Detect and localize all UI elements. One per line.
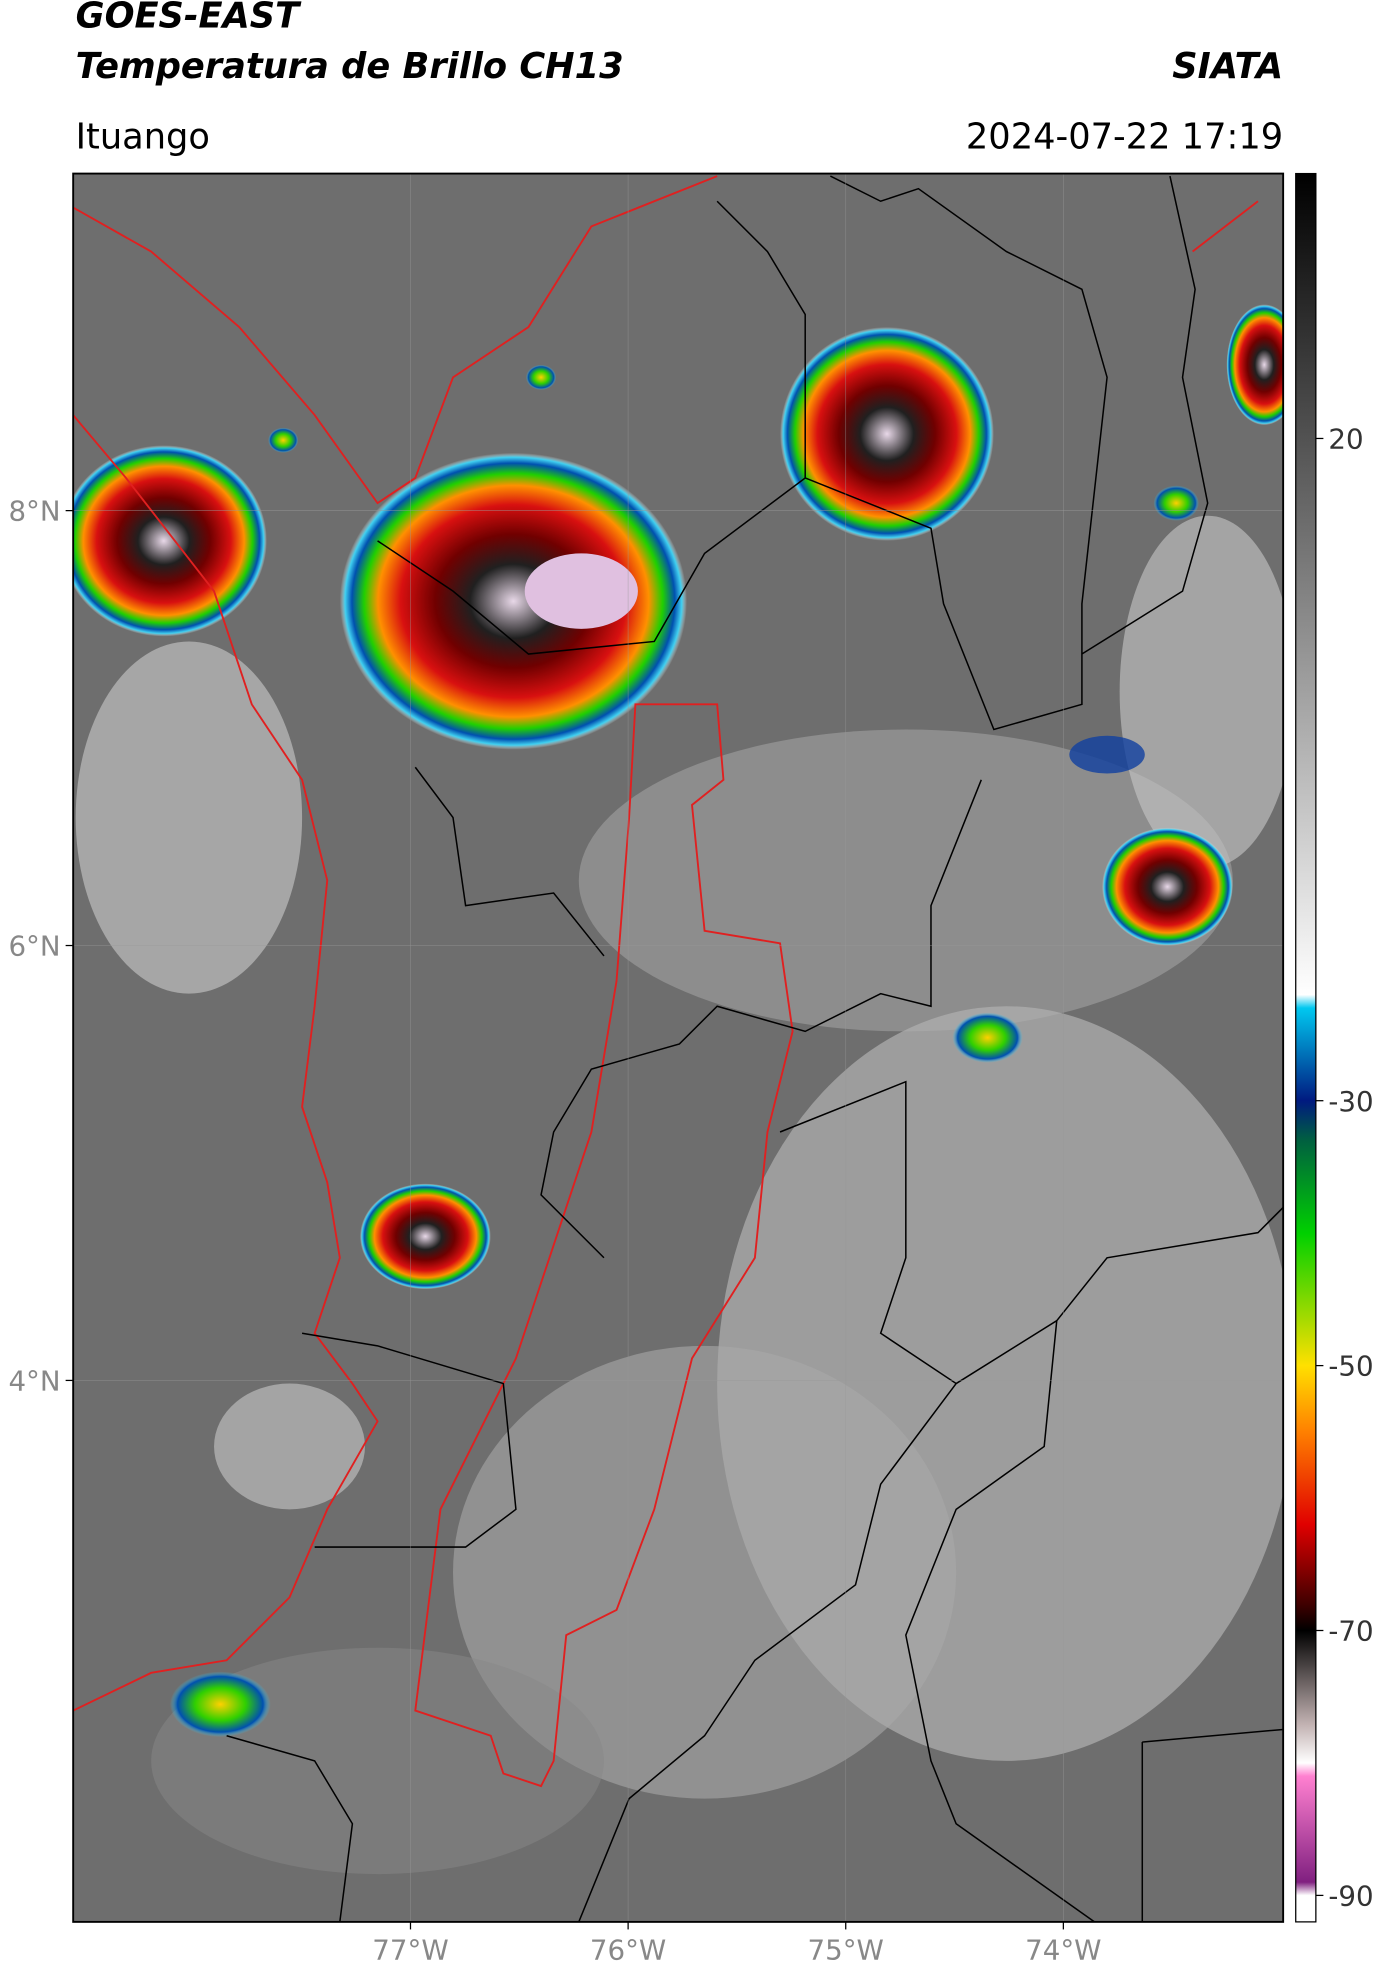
storm-core: [524, 553, 638, 629]
cloud: [75, 641, 303, 994]
colorbar-tick-label: -90: [1328, 1879, 1373, 1912]
admin-border: [226, 175, 1284, 1922]
y-tick-label: 6°N: [8, 930, 60, 963]
y-tick-label: 8°N: [8, 495, 60, 528]
axes: 77°W 76°W 75°W 74°W 8°N 6°N 4°N 20 -30 -50 -70 -90: [8, 173, 1374, 1967]
storm-cell: [268, 427, 299, 453]
storm-cell: [780, 327, 994, 541]
cloud: [578, 729, 1233, 1032]
x-tick-label: 77°W: [372, 1934, 448, 1967]
coastline: [73, 175, 1259, 1712]
source: SIATA: [1172, 46, 1283, 87]
storm-cell: [73, 445, 267, 637]
storm-cell: [359, 1183, 491, 1290]
storm-cell: [170, 1671, 271, 1737]
cloud: [1119, 515, 1284, 868]
y-tick-label: 4°N: [8, 1364, 60, 1397]
region-border: [414, 703, 794, 1788]
datetime: 2024-07-22 17:19: [966, 116, 1283, 157]
map: [73, 173, 1284, 1922]
subtitle: Temperatura de Brillo CH13: [76, 46, 624, 87]
map-frame: [72, 172, 1285, 1923]
cloud: [214, 1383, 365, 1510]
storm-cell: [1069, 735, 1145, 774]
colorbar-tick-label: -70: [1328, 1615, 1373, 1648]
colorbar-frame: [1295, 172, 1317, 1923]
cloud: [453, 1345, 957, 1799]
storm-cell: [525, 364, 557, 390]
colorbar: [1295, 173, 1316, 1922]
title: GOES-EAST: [76, 0, 302, 37]
x-tick-label: 76°W: [590, 1934, 666, 1967]
x-tick-label: 75°W: [808, 1934, 884, 1967]
colorbar-tick-label: -30: [1328, 1085, 1373, 1118]
storm-cell: [1226, 304, 1284, 426]
colorbar-tick-label: 20: [1328, 423, 1363, 456]
storm-cell: [1102, 827, 1233, 946]
storm-cell: [1153, 485, 1199, 521]
location: Ituango: [76, 116, 210, 157]
storm-cell: [339, 452, 687, 750]
colorbar-tick-label: -50: [1328, 1350, 1373, 1383]
storm-cell: [952, 1012, 1023, 1063]
x-tick-label: 74°W: [1025, 1934, 1101, 1967]
